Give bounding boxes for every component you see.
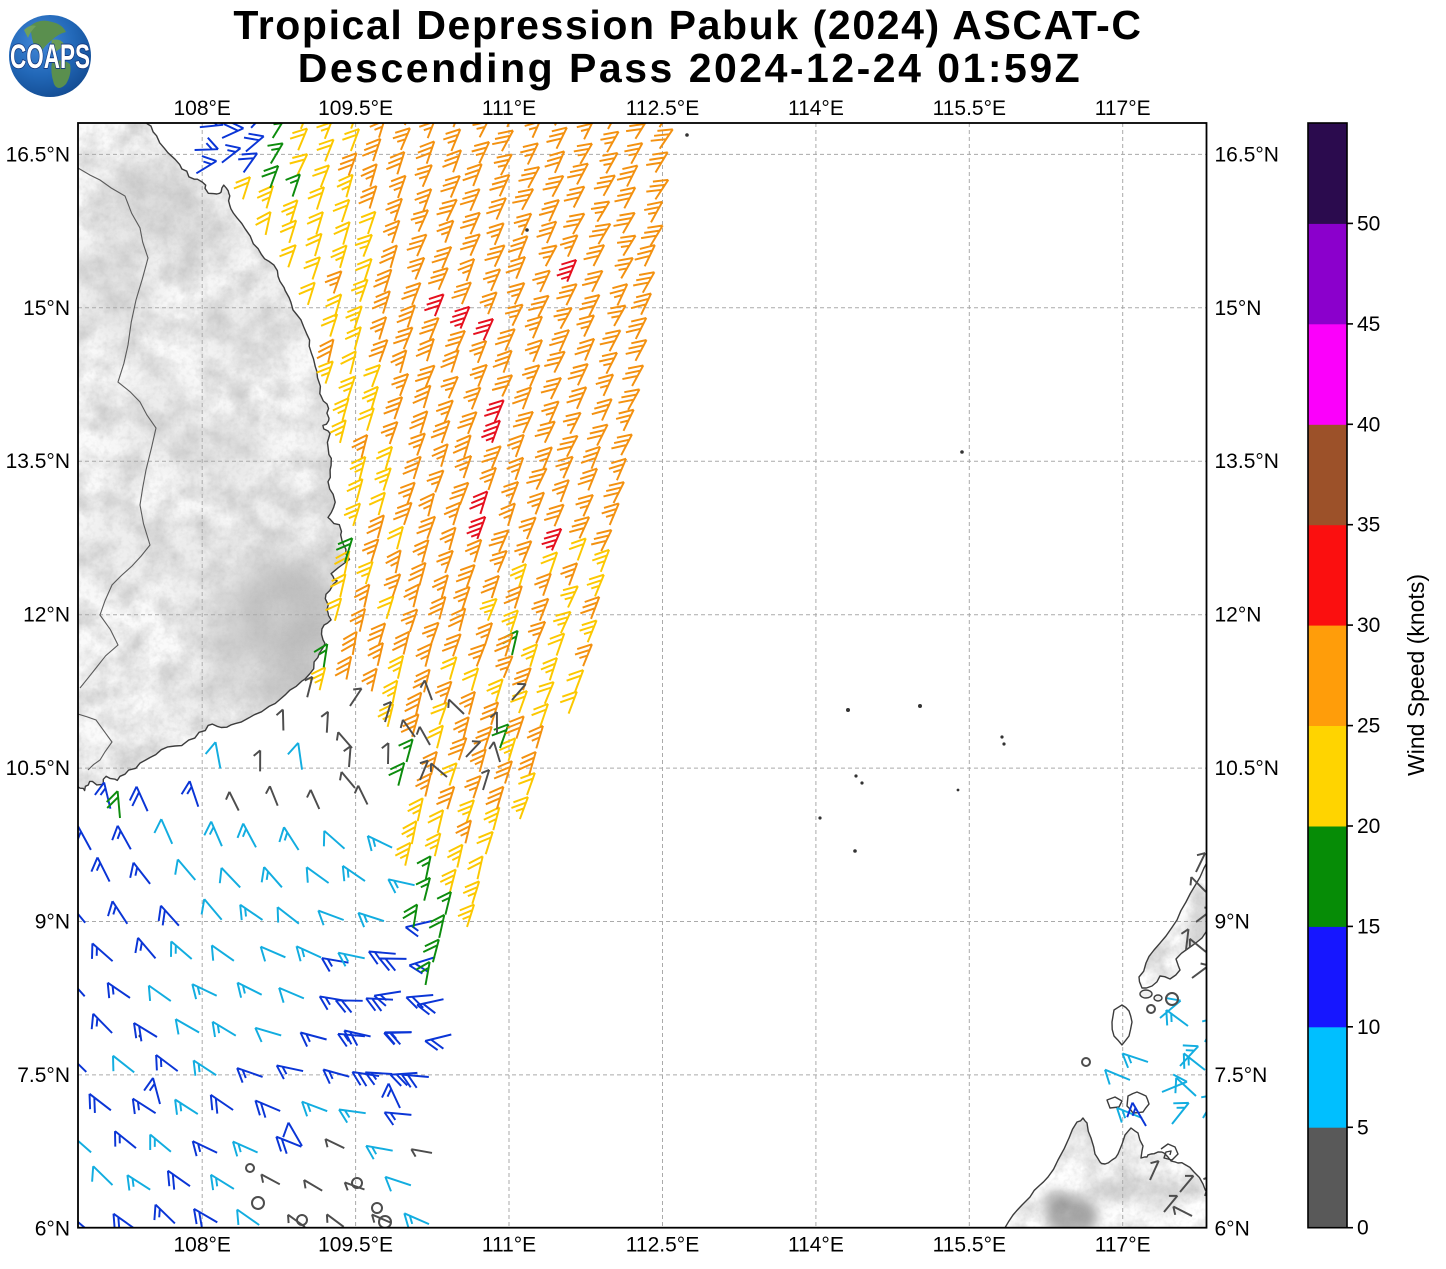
svg-text:Tropical Depression Pabuk (202: Tropical Depression Pabuk (2024) ASCAT-C — [233, 2, 1142, 48]
svg-text:112.5°E: 112.5°E — [626, 97, 699, 120]
svg-text:109.5°E: 109.5°E — [318, 97, 393, 120]
svg-text:111°E: 111°E — [482, 1234, 536, 1257]
svg-text:112.5°E: 112.5°E — [626, 1234, 699, 1257]
svg-text:0: 0 — [1357, 1217, 1369, 1240]
svg-text:5: 5 — [1357, 1116, 1369, 1139]
svg-text:12°N: 12°N — [1215, 604, 1262, 627]
svg-text:16.5°N: 16.5°N — [6, 143, 70, 166]
svg-text:114°E: 114°E — [788, 1234, 844, 1257]
svg-text:108°E: 108°E — [173, 97, 230, 120]
svg-text:45: 45 — [1357, 313, 1380, 336]
svg-text:10: 10 — [1357, 1016, 1380, 1039]
svg-text:10.5°N: 10.5°N — [1215, 757, 1279, 780]
svg-text:15: 15 — [1357, 915, 1380, 938]
svg-text:114°E: 114°E — [788, 97, 844, 120]
svg-text:COAPS: COAPS — [10, 38, 90, 76]
svg-text:35: 35 — [1357, 514, 1380, 537]
svg-text:9°N: 9°N — [35, 911, 70, 934]
svg-text:6°N: 6°N — [35, 1217, 70, 1240]
svg-text:7.5°N: 7.5°N — [1215, 1064, 1268, 1087]
svg-text:115.5°E: 115.5°E — [933, 97, 1006, 120]
svg-text:40: 40 — [1357, 413, 1380, 436]
svg-text:15°N: 15°N — [1215, 297, 1262, 320]
svg-text:6°N: 6°N — [1215, 1217, 1250, 1240]
svg-text:117°E: 117°E — [1095, 1234, 1151, 1257]
svg-text:16.5°N: 16.5°N — [1215, 143, 1279, 166]
svg-text:50: 50 — [1357, 212, 1380, 235]
svg-text:25: 25 — [1357, 715, 1380, 738]
svg-text:Descending Pass 2024-12-24 01:: Descending Pass 2024-12-24 01:59Z — [298, 45, 1082, 91]
svg-text:115.5°E: 115.5°E — [933, 1234, 1006, 1257]
svg-text:13.5°N: 13.5°N — [6, 450, 70, 473]
svg-text:108°E: 108°E — [173, 1234, 230, 1257]
svg-text:20: 20 — [1357, 815, 1380, 838]
svg-text:10.5°N: 10.5°N — [6, 757, 70, 780]
svg-text:Wind Speed (knots): Wind Speed (knots) — [1403, 574, 1429, 776]
svg-text:9°N: 9°N — [1215, 911, 1250, 934]
svg-text:111°E: 111°E — [482, 97, 536, 120]
svg-text:12°N: 12°N — [23, 604, 70, 627]
svg-text:117°E: 117°E — [1095, 97, 1151, 120]
svg-text:109.5°E: 109.5°E — [318, 1234, 393, 1257]
svg-text:7.5°N: 7.5°N — [17, 1064, 70, 1087]
svg-text:13.5°N: 13.5°N — [1215, 450, 1279, 473]
svg-text:30: 30 — [1357, 614, 1380, 637]
svg-text:15°N: 15°N — [23, 297, 70, 320]
